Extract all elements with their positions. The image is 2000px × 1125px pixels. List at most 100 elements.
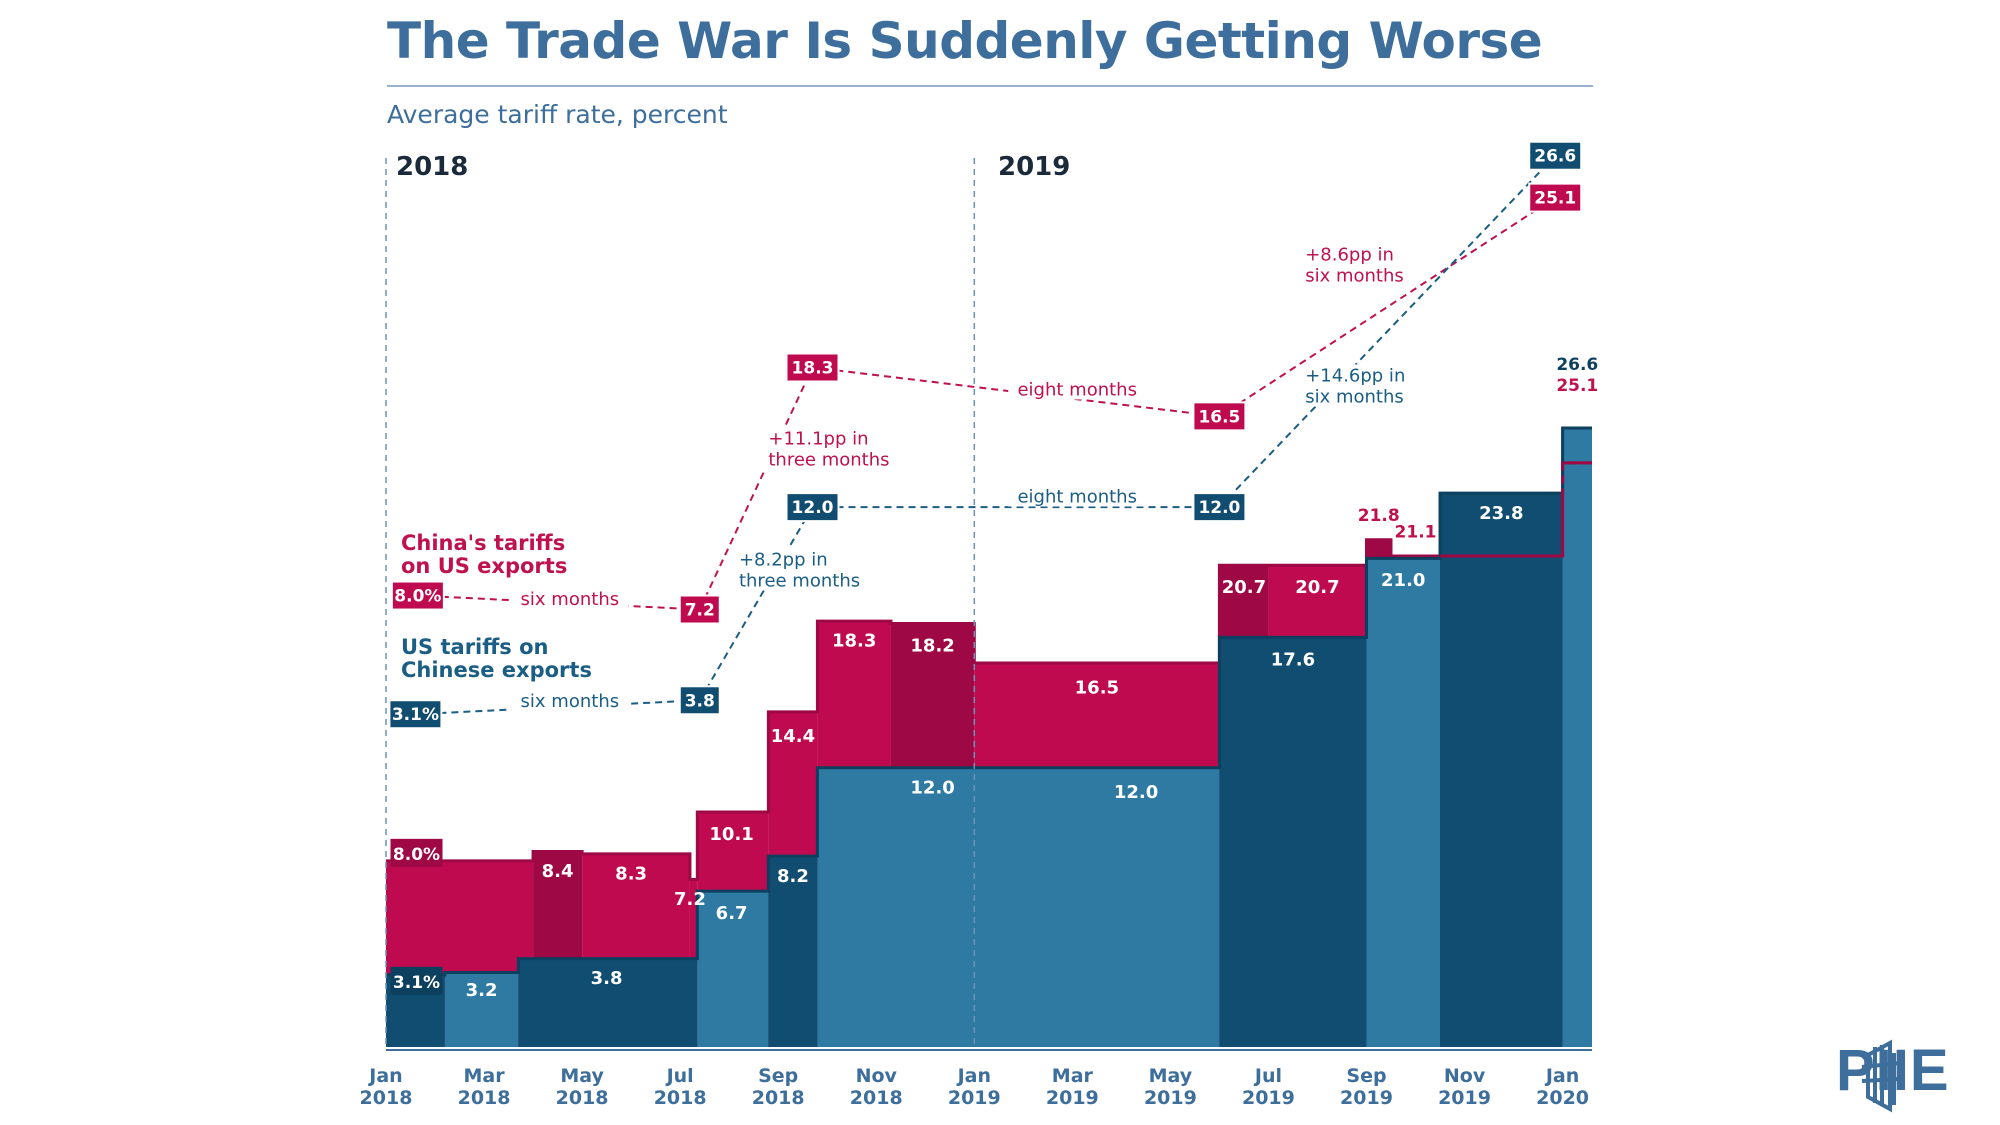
us-bar — [1219, 637, 1367, 1047]
x-tick-year: 2019 — [1046, 1087, 1099, 1109]
x-tick-year: 2019 — [1438, 1087, 1491, 1109]
legend-china: on US exports — [401, 554, 567, 578]
annotation-bg — [734, 569, 873, 591]
x-tick-month: Jan — [367, 1065, 402, 1087]
us-annotation: three months — [739, 570, 860, 591]
us-bar — [518, 958, 698, 1047]
china-annotation: six months — [1305, 265, 1404, 286]
legend-us: Chinese exports — [401, 658, 592, 682]
us-bar — [444, 972, 519, 1047]
bar-value-label: 25.1 — [1556, 376, 1598, 396]
us-annotation: six months — [521, 691, 620, 712]
bar-value-label: 12.0 — [1114, 782, 1158, 803]
bar-value-label: 12.0 — [910, 777, 954, 798]
legend-us: US tariffs on — [401, 635, 548, 659]
annotation-bg — [1008, 485, 1147, 507]
china-annotation-box — [785, 352, 840, 383]
x-tick-month: Mar — [1052, 1065, 1094, 1087]
china-annotation-label: 7.2 — [685, 601, 715, 621]
bar-value-label: 21.0 — [1381, 570, 1425, 591]
china-annotation-box — [678, 594, 721, 625]
bar-value-label: 21.8 — [1358, 506, 1400, 526]
us-annotation-box — [678, 685, 721, 716]
us-annotation-label: 12.0 — [1198, 498, 1240, 518]
us-connector — [1218, 155, 1556, 508]
x-tick-month: Nov — [1444, 1065, 1486, 1087]
x-tick-year: 2018 — [752, 1087, 805, 1109]
china-annotation-label: 16.5 — [1198, 407, 1240, 427]
x-tick-year: 2019 — [1144, 1087, 1197, 1109]
china-annotation-box — [1528, 182, 1583, 213]
x-tick-month: Jan — [1544, 1065, 1579, 1087]
annotation-bg — [764, 427, 882, 449]
bar-value-label: 20.7 — [1295, 577, 1339, 598]
us-bar — [817, 767, 1220, 1047]
year-label-2018: 2018 — [396, 152, 469, 182]
annotation-bg — [1301, 264, 1419, 286]
us-bar — [1366, 558, 1441, 1047]
us-annotation-label: 12.0 — [792, 498, 834, 518]
us-annotation: +14.6pp in — [1305, 365, 1405, 386]
china-annotation: eight months — [1017, 379, 1137, 400]
x-tick-year: 2018 — [360, 1087, 413, 1109]
china-step-outline — [386, 461, 1592, 881]
x-tick-month: Jan — [956, 1065, 991, 1087]
us-annotation-box — [1192, 492, 1247, 523]
us-annotation: eight months — [1017, 486, 1137, 507]
us-annotation: +8.2pp in — [739, 549, 828, 570]
bar-value-label: 14.4 — [771, 726, 815, 747]
x-tick-month: Jul — [1253, 1065, 1282, 1087]
us-annotation: six months — [1305, 386, 1404, 407]
x-tick-year: 2019 — [948, 1087, 1001, 1109]
chart-subtitle: Average tariff rate, percent — [387, 100, 728, 129]
china-annotation: three months — [768, 449, 889, 470]
china-annotation: six months — [521, 589, 620, 610]
bar-value-label: 26.6 — [1556, 355, 1598, 375]
x-tick-month: May — [1149, 1065, 1193, 1087]
x-tick-year: 2019 — [1242, 1087, 1295, 1109]
x-tick-month: Mar — [463, 1065, 505, 1087]
x-tick-month: Sep — [758, 1065, 798, 1087]
bar-value-label: 3.2 — [466, 980, 498, 1001]
us-bar — [768, 856, 818, 1047]
us-annotation-box — [388, 699, 443, 730]
x-tick-year: 2020 — [1536, 1087, 1589, 1109]
china-connector — [698, 367, 814, 610]
x-tick-year: 2018 — [850, 1087, 903, 1109]
bar-value-label: 8.2 — [777, 866, 809, 887]
x-tick-year: 2018 — [654, 1087, 707, 1109]
x-tick-month: May — [560, 1065, 604, 1087]
bar-value-box — [390, 838, 443, 867]
us-annotation-box — [785, 492, 840, 523]
bar-value-box — [390, 966, 443, 995]
annotation-bg — [1301, 364, 1419, 386]
us-annotation-label: 26.6 — [1534, 147, 1576, 167]
us-annotation-label: 3.1% — [392, 705, 439, 725]
bar-value-label: 23.8 — [1479, 503, 1523, 524]
year-label-2019: 2019 — [998, 152, 1071, 182]
legend-china: China's tariffs — [401, 531, 565, 555]
bar-value-label: 7.2 — [674, 889, 706, 910]
china-annotation-label: 25.1 — [1534, 189, 1576, 209]
us-bar — [697, 891, 769, 1047]
bar-value-label: 6.7 — [716, 903, 748, 924]
x-tick-year: 2018 — [458, 1087, 511, 1109]
us-annotation-label: 3.8 — [685, 691, 715, 711]
us-connector — [698, 506, 814, 701]
annotation-bg — [1301, 243, 1408, 265]
bar-value-label: 20.7 — [1222, 577, 1266, 598]
x-tick-month: Jul — [665, 1065, 694, 1087]
china-annotation-box — [1192, 401, 1247, 432]
annotation-bg — [1008, 378, 1147, 400]
x-tick-month: Sep — [1346, 1065, 1386, 1087]
bar-value-label: 18.2 — [910, 635, 954, 656]
china-connector — [1218, 196, 1556, 418]
annotation-bg — [1301, 385, 1419, 407]
annotation-bg — [764, 448, 903, 470]
piie-logo-icon — [1861, 1039, 1901, 1113]
x-tick-year: 2018 — [556, 1087, 609, 1109]
page-title: The Trade War Is Suddenly Getting Worse — [387, 12, 1543, 70]
bar-value-label: 8.3 — [615, 863, 647, 884]
